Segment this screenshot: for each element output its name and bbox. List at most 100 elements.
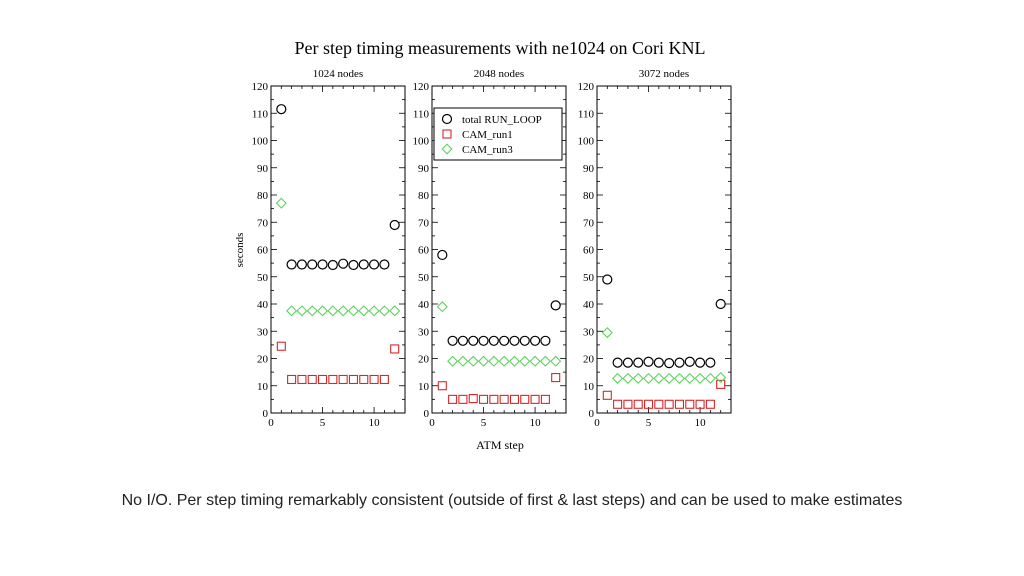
- data-point-square: [478, 394, 489, 404]
- data-point-diamond: [704, 372, 716, 384]
- data-point-diamond: [389, 305, 401, 317]
- data-point-square: [468, 394, 478, 404]
- y-tick-label: 60: [583, 245, 595, 257]
- data-point-square: [643, 399, 654, 409]
- data-point-circle: [348, 259, 359, 271]
- data-point-circle: [358, 259, 369, 270]
- x-axis-label: ATM step: [476, 438, 524, 452]
- data-point-square: [520, 394, 530, 404]
- data-point-diamond: [642, 372, 655, 384]
- data-point-circle: [488, 335, 499, 346]
- data-point-circle: [437, 249, 448, 261]
- legend: total RUN_LOOP CAM_run1 CAM_run3: [433, 107, 563, 161]
- data-point-circle: [674, 357, 685, 368]
- data-point-diamond: [296, 305, 308, 317]
- data-point-square: [448, 394, 458, 404]
- data-point-square: [307, 374, 317, 385]
- data-point-square: [654, 399, 664, 409]
- data-point-square: [509, 394, 520, 404]
- slide-caption: No I/O. Per step timing remarkably consi…: [121, 492, 903, 509]
- x-tick-label: 5: [481, 417, 487, 429]
- data-point-square: [287, 374, 297, 385]
- data-point-diamond: [550, 355, 562, 367]
- data-point-square: [458, 394, 468, 404]
- y-tick-label: 50: [583, 272, 595, 284]
- legend-entry: CAM_run1: [462, 129, 513, 141]
- data-point-circle: [602, 274, 613, 285]
- y-tick-label: 120: [578, 81, 595, 93]
- y-tick-label: 40: [583, 299, 595, 311]
- data-point-square: [499, 394, 509, 404]
- series-total-run-loop: [602, 274, 726, 369]
- y-tick-label: 80: [257, 190, 269, 202]
- data-point-diamond: [715, 371, 727, 384]
- x-tick-label: 5: [646, 417, 652, 429]
- legend-entry: CAM_run3: [462, 144, 513, 156]
- y-tick-label: 110: [413, 108, 430, 120]
- data-point-diamond: [601, 327, 613, 339]
- data-point-square: [379, 374, 389, 385]
- y-tick-label: 40: [418, 299, 430, 311]
- series-total-run-loop: [437, 249, 561, 346]
- data-point-circle: [684, 356, 695, 367]
- data-point-diamond: [694, 372, 706, 384]
- data-point-square: [437, 381, 447, 391]
- series-cam-run1: [602, 379, 726, 409]
- data-point-circle: [622, 357, 634, 368]
- data-point-square: [602, 390, 612, 400]
- y-tick-label: 90: [583, 163, 595, 175]
- data-point-circle: [447, 335, 458, 346]
- data-point-diamond: [316, 305, 329, 317]
- data-point-square: [317, 374, 328, 385]
- data-point-circle: [296, 259, 308, 270]
- y-tick-label: 30: [418, 326, 430, 338]
- panel-title: 3072 nodes: [639, 68, 689, 80]
- data-point-square: [716, 379, 726, 389]
- data-point-diamond: [539, 355, 551, 367]
- y-tick-label: 20: [583, 354, 595, 366]
- data-point-square: [369, 374, 379, 385]
- y-tick-label: 70: [257, 217, 269, 229]
- y-tick-label: 110: [578, 108, 595, 120]
- x-tick-label: 10: [695, 417, 707, 429]
- panel-frame: [270, 85, 406, 414]
- data-point-circle: [694, 357, 706, 368]
- data-point-circle: [389, 219, 400, 231]
- y-tick-label: 10: [257, 381, 269, 393]
- y-tick-label: 80: [418, 190, 430, 202]
- panel-title: 1024 nodes: [313, 68, 363, 80]
- data-point-circle: [368, 259, 380, 270]
- y-tick-label: 90: [418, 163, 430, 175]
- data-point-square: [348, 374, 359, 385]
- data-point-circle: [612, 357, 623, 368]
- data-point-diamond: [306, 305, 318, 317]
- data-point-square: [551, 373, 561, 383]
- data-point-square: [390, 344, 400, 354]
- y-tick-label: 50: [257, 272, 269, 284]
- y-tick-label: 120: [413, 81, 430, 93]
- y-tick-label: 120: [252, 81, 269, 93]
- y-tick-label: 30: [257, 326, 269, 338]
- panel-frame: [596, 85, 732, 414]
- data-point-circle: [307, 259, 318, 270]
- data-point-diamond: [457, 355, 469, 367]
- data-point-square: [623, 399, 633, 409]
- y-axis-label: seconds: [234, 233, 246, 268]
- data-point-circle: [705, 357, 716, 368]
- data-point-circle: [468, 335, 479, 346]
- data-point-circle: [643, 356, 654, 367]
- data-point-square: [338, 374, 348, 385]
- x-tick-label: 10: [369, 417, 381, 429]
- data-point-diamond: [488, 355, 500, 367]
- data-point-diamond: [529, 355, 541, 367]
- data-point-circle: [540, 335, 551, 346]
- legend-marker: [442, 129, 452, 139]
- series-total-run-loop: [276, 104, 400, 271]
- data-point-diamond: [519, 355, 531, 367]
- data-point-diamond: [275, 197, 287, 209]
- y-tick-label: 0: [589, 408, 595, 420]
- legend-marker: [441, 143, 453, 155]
- data-point-square: [695, 399, 705, 409]
- y-tick-label: 30: [583, 326, 595, 338]
- legend-marker: [441, 113, 453, 125]
